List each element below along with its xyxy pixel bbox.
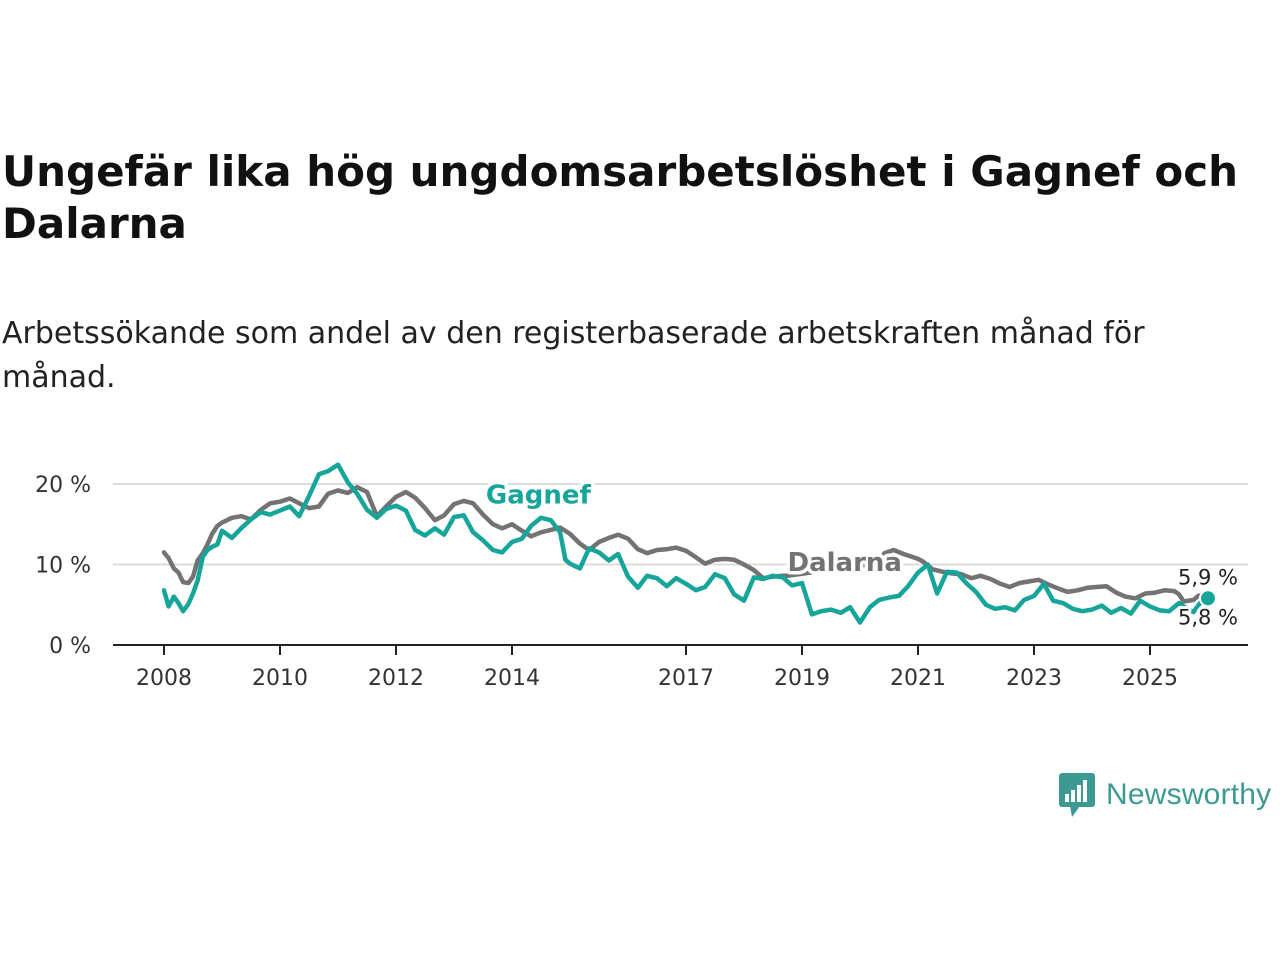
end-value-halo: 5,9 % <box>1178 566 1238 590</box>
end-value-halo: 5,8 % <box>1178 605 1238 629</box>
chart-title: Ungefär lika hög ungdomsarbetslöshet i G… <box>2 147 1239 248</box>
x-tick-label: 2017 <box>658 666 714 691</box>
x-tick-label: 2025 <box>1122 666 1178 691</box>
x-tick-label: 2019 <box>774 666 830 691</box>
series-line-gagnef <box>161 462 1211 625</box>
series-label-halo: Dalarna <box>788 548 902 578</box>
y-tick-label: 0 % <box>49 634 91 659</box>
x-tick-label: 2021 <box>890 666 946 691</box>
series-line-dalarna <box>161 484 1211 604</box>
series-label-halo: Gagnef <box>486 480 592 510</box>
newsworthy-chart-bubble-icon <box>1059 773 1095 817</box>
end-value-label-gagnef: 5,8 % <box>1178 605 1238 629</box>
x-tick-label: 2010 <box>252 666 308 691</box>
y-tick-label: 10 % <box>35 554 91 579</box>
x-tick-label: 2023 <box>1006 666 1062 691</box>
x-tick-label: 2014 <box>484 666 540 691</box>
brand-logo: Newsworthy <box>1058 772 1271 818</box>
x-tick-label: 2008 <box>136 666 192 691</box>
series-group <box>161 462 1211 625</box>
brand-name: Newsworthy <box>1106 778 1272 811</box>
x-axis-ticks: 2008 2010 2012 2014 2017 2019 2021 2023 2025 <box>136 645 1178 691</box>
y-axis-ticks: 0 % 10 % 20 % <box>35 473 91 659</box>
line-chart: 0 % 10 % 20 % 2008 2010 2012 2014 2017 2019 2021… <box>35 462 1248 691</box>
gridlines <box>113 483 1248 566</box>
series-label-dalarna: Dalarna <box>788 548 902 578</box>
end-value-label-dalarna: 5,9 % <box>1178 566 1238 590</box>
series-label-gagnef: Gagnef <box>486 480 592 510</box>
x-tick-label: 2012 <box>368 666 424 691</box>
y-tick-label: 20 % <box>35 473 91 498</box>
chart-subtitle: Arbetssökande som andel av den registerb… <box>2 316 1145 395</box>
endpoint-marker-gagnef <box>1199 589 1217 608</box>
